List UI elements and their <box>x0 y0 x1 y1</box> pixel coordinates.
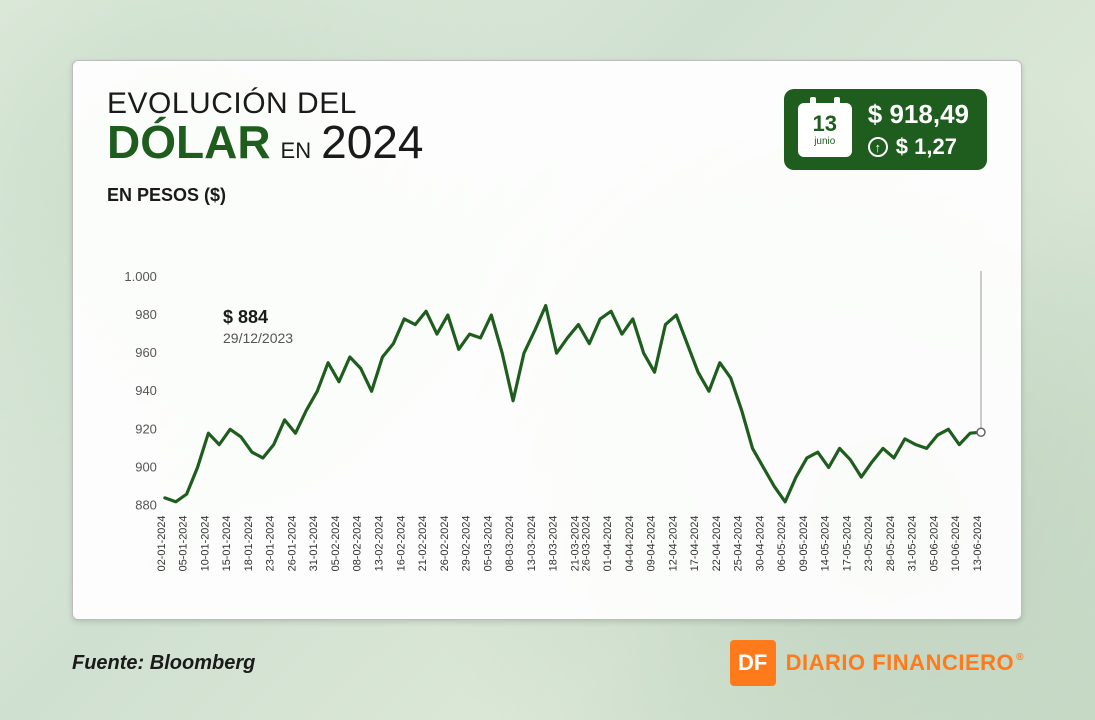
svg-text:13-02-2024: 13-02-2024 <box>373 515 385 571</box>
svg-text:12-04-2024: 12-04-2024 <box>667 515 679 571</box>
svg-text:22-04-2024: 22-04-2024 <box>711 515 723 571</box>
svg-text:08-03-2024: 08-03-2024 <box>504 515 516 571</box>
badge-values: $ 918,49 ↑ $ 1,27 <box>868 99 969 160</box>
arrow-up-icon: ↑ <box>868 137 888 157</box>
svg-text:880: 880 <box>135 498 157 513</box>
svg-text:940: 940 <box>135 383 157 398</box>
calendar-icon: 13 junio <box>798 103 852 157</box>
svg-text:21-02-2024: 21-02-2024 <box>417 515 429 571</box>
footer: Fuente: Bloomberg DF DIARIO FINANCIERO <box>72 640 1022 686</box>
chart-card: EVOLUCIÓN DEL DÓLAR EN 2024 EN PESOS ($)… <box>72 60 1022 620</box>
svg-text:17-05-2024: 17-05-2024 <box>841 515 853 571</box>
svg-text:05-02-2024: 05-02-2024 <box>330 515 342 571</box>
price-badge: 13 junio $ 918,49 ↑ $ 1,27 <box>784 89 987 170</box>
svg-text:28-05-2024: 28-05-2024 <box>885 515 897 571</box>
svg-text:09-04-2024: 09-04-2024 <box>646 515 658 571</box>
badge-delta: ↑ $ 1,27 <box>868 134 969 160</box>
svg-text:17-04-2024: 17-04-2024 <box>689 515 701 571</box>
svg-text:18-01-2024: 18-01-2024 <box>243 515 255 571</box>
svg-text:980: 980 <box>135 307 157 322</box>
calendar-month: junio <box>814 137 835 147</box>
svg-text:23-01-2024: 23-01-2024 <box>265 515 277 571</box>
svg-text:900: 900 <box>135 459 157 474</box>
svg-text:1.000: 1.000 <box>124 271 156 284</box>
svg-text:920: 920 <box>135 421 157 436</box>
brand-logo: DF DIARIO FINANCIERO <box>730 640 1022 686</box>
svg-text:26-03-2024: 26-03-2024 <box>580 515 592 571</box>
svg-text:31-05-2024: 31-05-2024 <box>907 515 919 571</box>
svg-text:26-02-2024: 26-02-2024 <box>439 515 451 571</box>
title-dollar: DÓLAR <box>107 119 271 165</box>
svg-text:13-03-2024: 13-03-2024 <box>526 515 538 571</box>
svg-text:02-01-2024: 02-01-2024 <box>156 515 168 571</box>
svg-text:05-01-2024: 05-01-2024 <box>178 515 190 571</box>
svg-text:09-05-2024: 09-05-2024 <box>798 515 810 571</box>
svg-text:10-06-2024: 10-06-2024 <box>950 515 962 571</box>
badge-delta-value: $ 1,27 <box>896 134 957 160</box>
svg-text:31-01-2024: 31-01-2024 <box>308 515 320 571</box>
svg-text:04-04-2024: 04-04-2024 <box>624 515 636 571</box>
svg-text:25-04-2024: 25-04-2024 <box>733 515 745 571</box>
svg-text:29-02-2024: 29-02-2024 <box>461 515 473 571</box>
svg-text:14-05-2024: 14-05-2024 <box>820 515 832 571</box>
svg-text:960: 960 <box>135 345 157 360</box>
svg-text:05-03-2024: 05-03-2024 <box>482 515 494 571</box>
title-year: 2024 <box>321 119 423 165</box>
svg-text:30-04-2024: 30-04-2024 <box>754 515 766 571</box>
badge-price: $ 918,49 <box>868 99 969 130</box>
brand-square: DF <box>730 640 776 686</box>
svg-text:15-01-2024: 15-01-2024 <box>221 515 233 571</box>
subtitle: EN PESOS ($) <box>107 185 987 206</box>
brand-name: DIARIO FINANCIERO <box>786 650 1022 676</box>
svg-text:10-01-2024: 10-01-2024 <box>199 515 211 571</box>
svg-text:18-03-2024: 18-03-2024 <box>548 515 560 571</box>
svg-text:06-05-2024: 06-05-2024 <box>776 515 788 571</box>
svg-text:23-05-2024: 23-05-2024 <box>863 515 875 571</box>
source-label: Fuente: Bloomberg <box>72 652 255 675</box>
title-en: EN <box>281 140 312 162</box>
chart-svg: 880 900 920 940 960 980 1.000 02-01-2024 05-01-2… <box>107 271 987 595</box>
svg-text:01-04-2024: 01-04-2024 <box>602 515 614 571</box>
svg-text:05-06-2024: 05-06-2024 <box>928 515 940 571</box>
svg-text:16-02-2024: 16-02-2024 <box>395 515 407 571</box>
svg-text:13-06-2024: 13-06-2024 <box>972 515 984 571</box>
svg-text:08-02-2024: 08-02-2024 <box>352 515 364 571</box>
calendar-day: 13 <box>813 113 837 135</box>
chart-plot: 880 900 920 940 960 980 1.000 02-01-2024 05-01-2… <box>107 271 987 595</box>
svg-text:26-01-2024: 26-01-2024 <box>286 515 298 571</box>
